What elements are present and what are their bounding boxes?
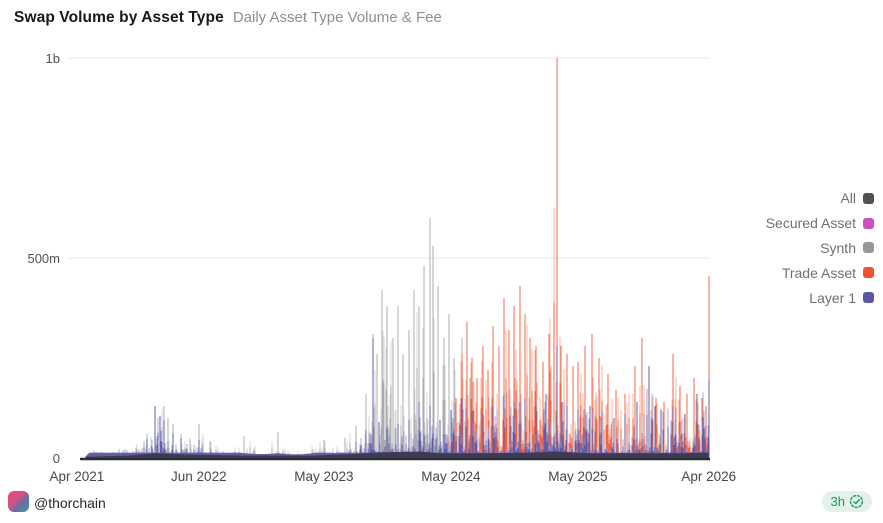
y-tick-label: 1b — [45, 51, 60, 66]
x-tick-label: Apr 2026 — [681, 469, 737, 484]
legend-label: Secured Asset — [765, 215, 856, 232]
freshness-badge[interactable]: 3h — [821, 491, 872, 512]
legend-swatch-icon — [863, 292, 874, 304]
verified-check-icon — [849, 494, 864, 509]
x-tick-label: Apr 2021 — [49, 469, 105, 484]
legend-item-trade-asset[interactable]: Trade Asset — [782, 260, 874, 285]
freshness-badge-label: 3h — [830, 494, 845, 509]
legend-label: All — [840, 190, 856, 207]
chart-subtitle: Daily Asset Type Volume & Fee — [232, 9, 442, 26]
legend-label: Layer 1 — [809, 289, 856, 306]
chart-legend: All Secured Asset Synth Trade Asset Layer 1 — [766, 186, 874, 310]
thorchain-logo — [8, 491, 29, 512]
legend-item-layer-1[interactable]: Layer 1 — [809, 285, 874, 310]
y-tick-label: 0 — [52, 451, 60, 466]
legend-item-all[interactable]: All — [840, 186, 874, 211]
chart-title: Swap Volume by Asset Type — [14, 9, 224, 26]
legend-swatch-icon — [863, 267, 874, 279]
legend-label: Synth — [820, 239, 856, 256]
legend-swatch-icon — [863, 192, 874, 204]
x-tick-label: May 2023 — [294, 469, 354, 484]
legend-item-synth[interactable]: Synth — [820, 236, 874, 261]
legend-swatch-icon — [863, 242, 874, 254]
y-tick-label: 500m — [27, 251, 60, 266]
card-header: Swap Volume by Asset Type Daily Asset Ty… — [14, 9, 442, 27]
series-all-bars-light — [85, 451, 709, 458]
legend-label: Trade Asset — [781, 264, 856, 281]
legend-swatch-icon — [863, 217, 874, 229]
x-tick-label: May 2024 — [421, 469, 481, 484]
series-layer-1-bars-light — [85, 381, 709, 458]
legend-item-secured-asset[interactable]: Secured Asset — [766, 211, 874, 236]
x-tick-label: May 2025 — [548, 469, 608, 484]
author-handle[interactable]: @thorchain — [34, 495, 106, 511]
x-tick-label: Jun 2022 — [171, 469, 227, 484]
